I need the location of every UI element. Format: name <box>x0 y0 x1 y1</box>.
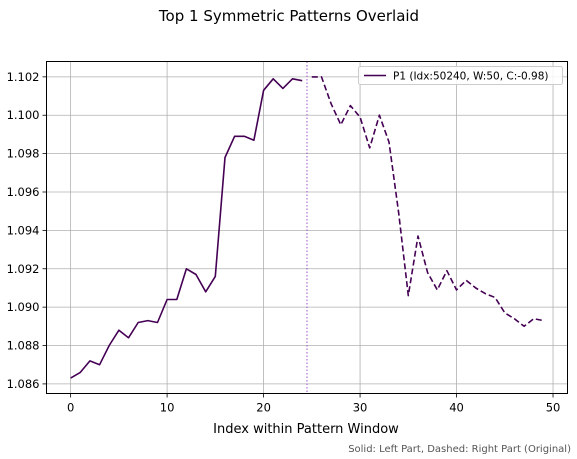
x-tick-label: 20 <box>256 401 271 415</box>
series-right-dashed-line <box>311 76 544 328</box>
chart-title: Top 1 Symmetric Patterns Overlaid <box>158 7 419 25</box>
legend: P1 (Idx:50240, W:50, C:-0.98) <box>358 66 563 85</box>
y-tick-label: 1.090 <box>7 300 40 314</box>
x-axis-label: Index within Pattern Window <box>213 422 399 437</box>
caption: Solid: Left Part, Dashed: Right Part (Or… <box>348 444 571 455</box>
x-tick-label: 10 <box>160 401 175 415</box>
y-tick-label: 1.102 <box>7 70 40 84</box>
y-tick-label: 1.088 <box>7 339 40 353</box>
y-tick-label: 1.086 <box>7 377 40 391</box>
legend-entry: P1 (Idx:50240, W:50, C:-0.98) <box>393 71 549 83</box>
y-tick-label: 1.100 <box>7 108 40 122</box>
x-tick-label: 50 <box>546 401 561 415</box>
plot-area <box>70 61 544 394</box>
y-tick-label: 1.098 <box>7 147 40 161</box>
legend-box <box>358 66 563 85</box>
x-tick-label: 0 <box>67 401 74 415</box>
ticks: 0 10 20 30 40 50 1.086 1.088 1.090 1.092 1.094 1.09… <box>7 70 561 415</box>
series-left-solid-line <box>70 78 303 379</box>
y-tick-label: 1.096 <box>7 185 40 199</box>
y-tick-label: 1.094 <box>7 223 40 237</box>
axes-frame <box>46 61 568 394</box>
y-tick-label: 1.092 <box>7 262 40 276</box>
x-tick-label: 30 <box>353 401 368 415</box>
x-tick-label: 40 <box>449 401 464 415</box>
